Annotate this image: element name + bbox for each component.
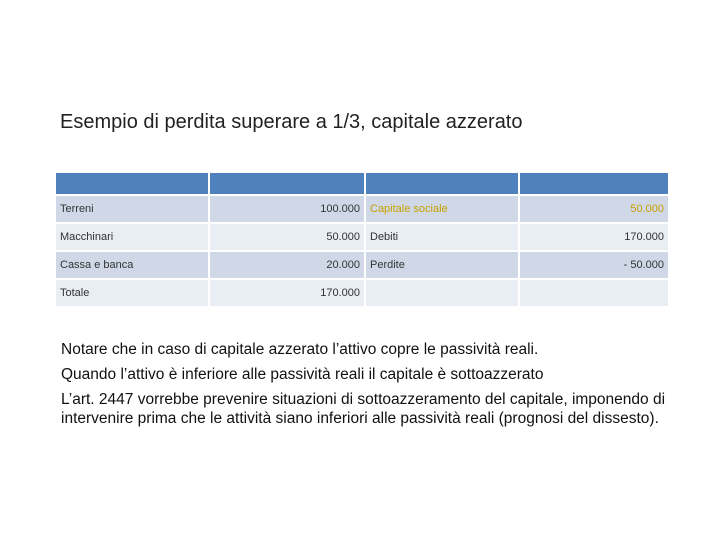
note-paragraph: Quando l’attivo è inferiore alle passivi… bbox=[61, 366, 544, 383]
liability-label: Debiti bbox=[366, 224, 518, 250]
asset-label: Terreni bbox=[56, 196, 208, 222]
table-row: Macchinari 50.000 Debiti 170.000 bbox=[56, 224, 668, 250]
asset-value: 50.000 bbox=[210, 224, 364, 250]
liability-value: 170.000 bbox=[520, 224, 668, 250]
total-value: 170.000 bbox=[210, 280, 364, 306]
asset-value: 100.000 bbox=[210, 196, 364, 222]
asset-label: Macchinari bbox=[56, 224, 208, 250]
table-header-cell bbox=[56, 173, 208, 194]
table-row-total: Totale 170.000 bbox=[56, 280, 668, 306]
table-row: Terreni 100.000 Capitale sociale 50.000 bbox=[56, 196, 668, 222]
asset-value: 20.000 bbox=[210, 252, 364, 278]
empty-cell bbox=[366, 280, 518, 306]
total-label: Totale bbox=[56, 280, 208, 306]
table-header-cell bbox=[366, 173, 518, 194]
empty-cell bbox=[520, 280, 668, 306]
liability-value: - 50.000 bbox=[520, 252, 668, 278]
liability-label: Capitale sociale bbox=[366, 196, 518, 222]
table-row: Cassa e banca 20.000 Perdite - 50.000 bbox=[56, 252, 668, 278]
asset-label: Cassa e banca bbox=[56, 252, 208, 278]
notes-block: Notare che in caso di capitale azzerato … bbox=[61, 340, 681, 434]
table-header-cell bbox=[520, 173, 668, 194]
liability-label: Perdite bbox=[366, 252, 518, 278]
slide-title: Esempio di perdita superare a 1/3, capit… bbox=[60, 111, 523, 133]
table-header-row bbox=[56, 173, 668, 194]
note-paragraph: L’art. 2447 vorrebbe prevenire situazion… bbox=[61, 391, 666, 427]
liability-value: 50.000 bbox=[520, 196, 668, 222]
balance-sheet-table: Terreni 100.000 Capitale sociale 50.000 … bbox=[54, 171, 670, 308]
table-header-cell bbox=[210, 173, 364, 194]
note-paragraph: Notare che in caso di capitale azzerato … bbox=[61, 341, 539, 358]
